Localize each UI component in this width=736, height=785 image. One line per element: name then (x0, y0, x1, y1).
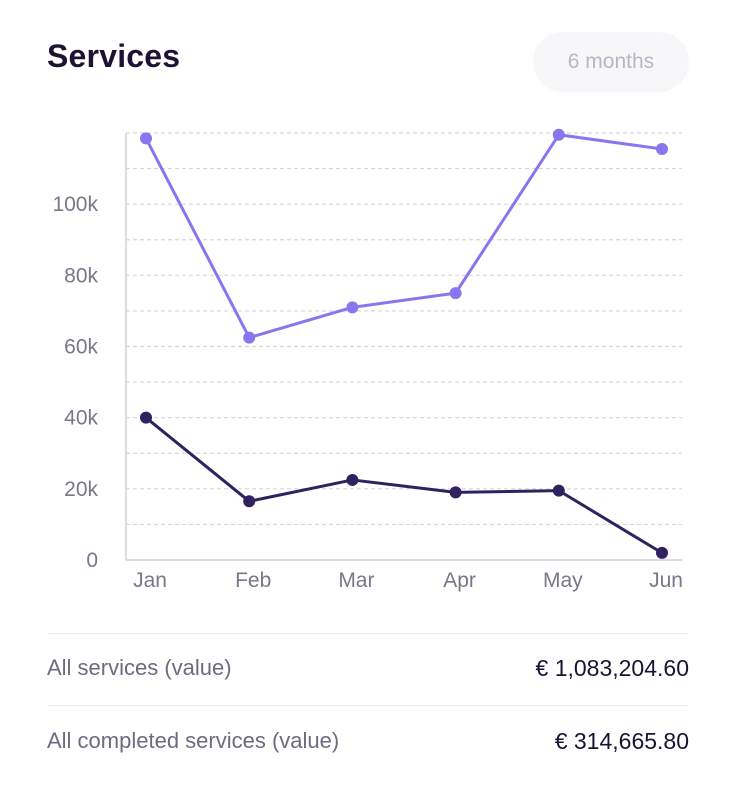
data-point-completed (656, 546, 668, 559)
series-line-completed (144, 416, 664, 555)
x-tick-label: Mar (338, 569, 374, 592)
period-selector-button[interactable]: 6 months (533, 32, 689, 92)
y-tick-label: 60k (64, 336, 98, 359)
summary-label: All completed services (value) (47, 728, 340, 753)
x-tick-label: Jun (649, 569, 683, 592)
data-point-all (140, 132, 152, 145)
x-tick-label: Apr (443, 569, 476, 592)
data-point-all (243, 331, 256, 344)
data-point-completed (449, 486, 462, 499)
summary-row-completed-services: All completed services (value) € 314,665… (47, 721, 689, 761)
y-tick-label: 80k (64, 264, 98, 287)
y-tick-label: 20k (64, 478, 98, 501)
data-point-completed (140, 411, 152, 424)
data-point-all (449, 287, 462, 300)
summary-row-all-services: All services (value) € 1,083,204.60 (47, 648, 689, 688)
data-point-all (346, 301, 359, 314)
summary-value: € 1,083,204.60 (535, 654, 689, 681)
y-tick-label: 0 (86, 549, 98, 572)
summary-label: All services (value) (47, 655, 232, 680)
x-tick-label: Feb (235, 569, 271, 592)
y-tick-label: 100k (52, 193, 98, 216)
y-tick-label: 40k (64, 407, 98, 430)
data-point-all (656, 143, 668, 156)
summary-divider (47, 705, 689, 706)
x-tick-label: Jan (133, 569, 167, 592)
card-title: Services (47, 38, 181, 74)
data-point-all (552, 128, 565, 141)
data-point-completed (346, 473, 359, 486)
series-line-all (144, 133, 664, 340)
data-point-completed (552, 484, 565, 497)
services-line-chart: 0 20k 40k 60k 80k 100k Jan Feb Mar Apr May Jun (52, 128, 683, 592)
summary-divider (47, 633, 689, 634)
summary-value: € 314,665.80 (554, 727, 689, 754)
x-tick-label: May (543, 569, 583, 592)
data-point-completed (243, 495, 256, 508)
